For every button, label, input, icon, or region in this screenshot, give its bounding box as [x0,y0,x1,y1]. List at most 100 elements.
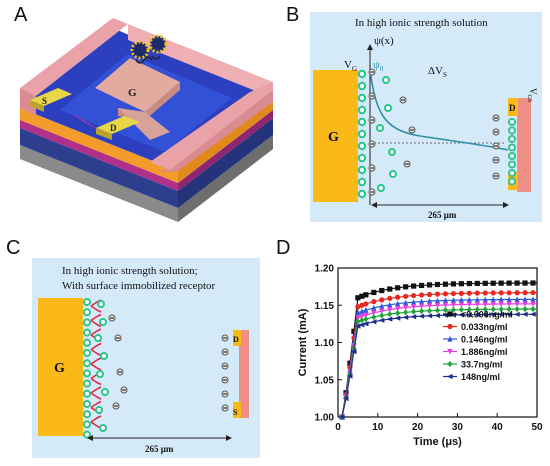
distance-label-c: 265 μm [145,444,174,454]
data-point [418,303,425,310]
anion [388,148,396,156]
anion [357,189,367,199]
anion [357,153,367,163]
data-point [359,313,365,320]
data-point [403,304,409,311]
drain-label-c: D [233,335,239,344]
receptor [90,371,102,386]
data-point [359,317,365,324]
data-point [514,301,520,308]
legend-marker [447,348,453,355]
data-point [482,296,488,303]
data-point [450,297,457,303]
data-point [466,280,472,287]
vg-label: VG [344,59,357,73]
data-point [418,292,425,298]
anion [377,184,385,192]
anion [94,334,102,342]
x-tick-label: 30 [452,422,464,433]
anion [83,379,91,388]
receptor [90,415,102,429]
data-point [379,287,385,294]
data-point [450,281,457,287]
data-point [426,298,433,304]
data-point [490,280,496,286]
data-point [498,301,504,308]
data-point [434,312,441,319]
data-point [450,302,457,308]
data-point [442,291,449,297]
anion [508,177,516,186]
data-point [395,294,401,300]
data-point [403,284,409,290]
data-point [490,301,496,308]
anion [83,410,91,419]
data-point [371,313,377,321]
data-point [466,306,472,313]
anion [357,117,367,127]
anion [357,141,367,151]
anion [389,170,397,178]
data-point [411,308,417,315]
anion [83,298,91,306]
data-point [403,299,409,306]
data-point [466,312,472,318]
panel-c-title-line1: In high ionic strength solution; [62,265,198,277]
vgs-label: VGS [526,88,538,102]
anion [357,177,367,187]
data-point [426,313,433,319]
data-point [418,298,425,305]
anion [357,129,367,139]
panel-c-title-line2: With surface immobilized receptor [62,280,216,292]
data-point [474,280,480,287]
anion [100,352,108,360]
data-point [434,281,441,288]
data-point [371,304,377,311]
receptor [90,299,102,313]
legend-marker [446,373,453,380]
data-point [482,290,488,296]
anion [99,318,107,326]
device-drain-label: D [110,123,117,133]
anion [101,388,109,396]
data-point [458,281,464,287]
anion [357,69,367,79]
anion [83,318,91,327]
data-point [434,291,441,297]
anion [95,406,103,414]
data-point [522,280,528,286]
data-point [418,313,425,319]
data-point [514,280,520,286]
data-point [418,308,425,315]
data-point [522,296,528,303]
data-point [355,304,361,310]
data-point [363,301,369,307]
data-point [522,305,528,313]
data-point [370,319,377,325]
data-point [474,301,480,308]
data-point [395,310,401,317]
data-point [387,301,393,308]
source-label-c: S [233,408,238,417]
receptor [90,386,102,400]
data-point [359,293,365,299]
data-point [351,328,357,334]
data-point [426,291,433,298]
data-point [434,302,441,309]
anion [508,126,516,135]
anion [83,420,91,429]
anion [83,400,91,408]
solution-ions [368,68,416,196]
data-point [386,316,393,322]
data-point [514,311,520,317]
data-point [490,296,496,303]
receptor [90,328,102,342]
anion [382,76,390,84]
data-point [355,309,361,316]
anion [83,369,91,378]
data-point [426,307,433,314]
sensor-drain-pad [508,98,518,116]
data-point [395,285,401,291]
panel-letter-c: C [6,237,21,259]
legend-label: 1.886ng/ml [461,347,508,357]
